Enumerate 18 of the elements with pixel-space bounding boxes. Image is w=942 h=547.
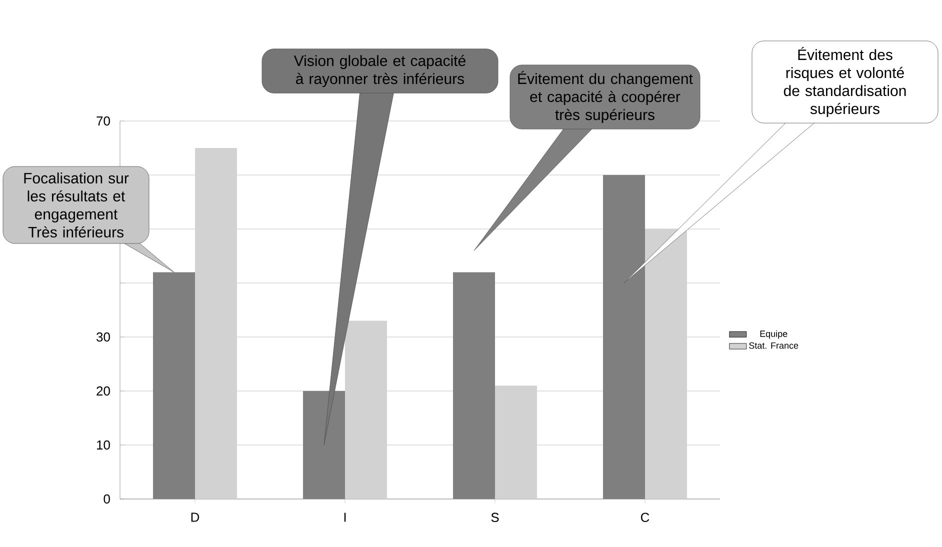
x-tick-label: D (191, 512, 200, 522)
x-tick-label: I (344, 512, 346, 522)
x-tick-label: S (491, 512, 499, 522)
x-tick-label: C (640, 512, 650, 522)
y-tick-label: 70 (96, 116, 110, 126)
text: Évitement des risques et volonté de standardisation supérieurs (784, 46, 906, 118)
legend-label: Stat. France (749, 342, 798, 349)
bar (495, 386, 538, 499)
bar (645, 229, 688, 499)
y-tick-label: 30 (96, 332, 110, 342)
text: Vision globale et capacité à rayonner très inférieurs (294, 54, 466, 88)
y-tick-label: 10 (97, 440, 110, 450)
bar (345, 320, 388, 499)
y-tick-label: 0 (104, 494, 110, 504)
y-tick-label: 20 (96, 386, 110, 396)
legend-label: Equipe (760, 330, 788, 339)
bar (195, 148, 238, 499)
annotation: Évitement du changement et capacité à coopérer très supérieurs (518, 70, 693, 124)
